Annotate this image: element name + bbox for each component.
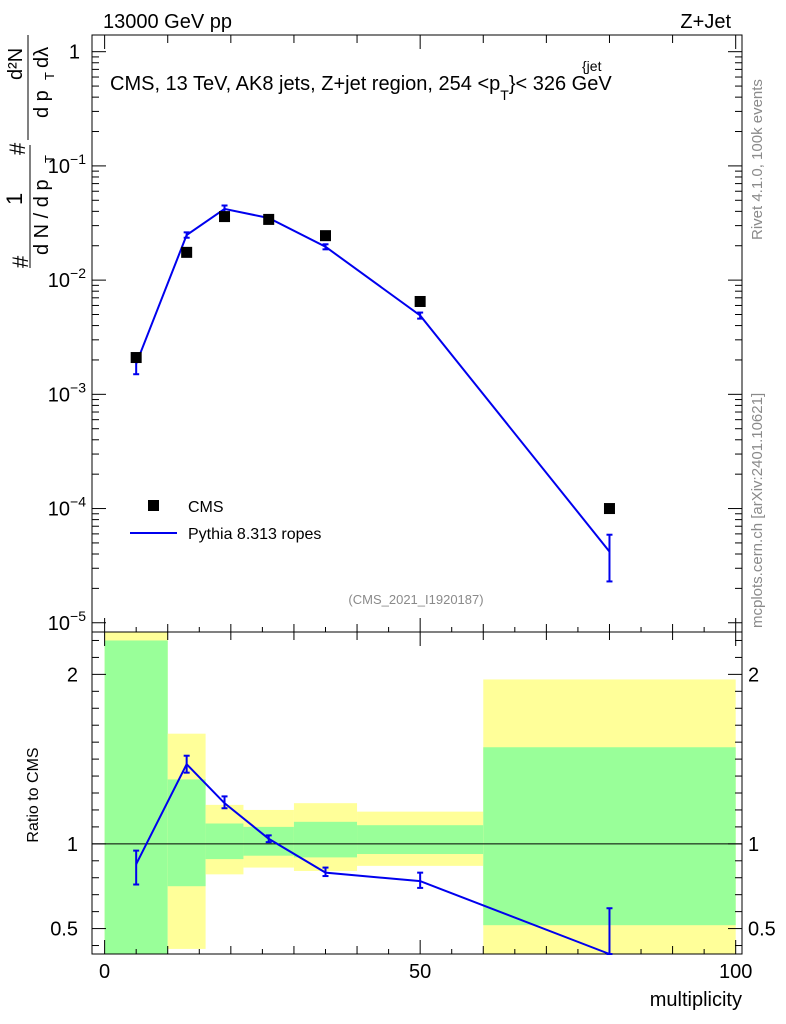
x-tick-label-1: 50 xyxy=(409,961,431,983)
x-tick-label-2: 100 xyxy=(719,961,752,983)
ratio-ticks: 0.5 0.5 1 1 2 2 xyxy=(50,639,776,947)
y-tick-label-1: 10−1 xyxy=(48,151,86,178)
x-tick-label-0: 0 xyxy=(99,961,110,983)
legend-cms-label: CMS xyxy=(188,499,224,516)
ylabel-dn: d N / d p xyxy=(31,179,53,255)
cms-data-point-6 xyxy=(603,503,615,515)
cms-data-point-3 xyxy=(263,213,275,225)
main-y-ticks: 1 10−1 10−2 10−3 10−4 10−5 xyxy=(48,42,742,635)
side-text-rivet: Rivet 4.1.0, 100k events xyxy=(749,79,766,240)
green-band-2 xyxy=(205,823,244,860)
cms-data-point-4 xyxy=(319,230,331,242)
plot-title-end: }< 326 GeV xyxy=(509,73,613,95)
side-text-mcplots: mcplots.cern.ch [arXiv:2401.10621] xyxy=(749,393,766,628)
analysis-watermark: (CMS_2021_I1920187) xyxy=(348,592,483,607)
ratio-tick-label-right-1: 1 xyxy=(748,834,759,856)
y-tick-label-3: 10−3 xyxy=(48,379,86,406)
legend-mc-label: Pythia 8.313 ropes xyxy=(188,526,321,543)
y-axis-label-main: # 1 d N / d p T # d²N d p T dλ xyxy=(2,35,57,268)
green-band-6 xyxy=(483,747,736,926)
green-band-0 xyxy=(104,640,168,954)
y-tick-label-5: 10−5 xyxy=(48,608,86,635)
ylabel-dlambda: dλ xyxy=(31,47,53,68)
y-tick-label-2: 10−2 xyxy=(48,265,86,292)
ratio-series xyxy=(133,754,613,955)
cms-data-points xyxy=(130,211,615,515)
legend-cms-marker xyxy=(148,500,159,511)
ratio-tick-label-right-2: 2 xyxy=(748,664,759,686)
cms-data-point-1 xyxy=(181,246,193,258)
ylabel-hash1: # xyxy=(8,255,33,268)
x-ticks: 0 50 100 xyxy=(99,35,752,983)
header-right: Z+Jet xyxy=(680,11,731,33)
ylabel-d2n: d²N xyxy=(5,48,27,80)
green-band-1 xyxy=(167,779,206,887)
ylabel-dpt: d p xyxy=(31,90,53,118)
ratio-tick-label-right-0: 0.5 xyxy=(748,919,776,941)
plot-title: CMS, 13 TeV, AK8 jets, Z+jet region, 254… xyxy=(110,73,612,103)
cms-data-point-5 xyxy=(414,295,426,307)
ratio-tick-label-left-0: 0.5 xyxy=(50,919,78,941)
y-tick-label-0: 1 xyxy=(69,42,80,64)
legend: CMS Pythia 8.313 ropes xyxy=(130,499,321,543)
ratio-tick-label-left-1: 1 xyxy=(67,834,78,856)
green-band-5 xyxy=(357,825,484,855)
cms-data-point-2 xyxy=(219,211,231,223)
green-band-4 xyxy=(293,821,358,858)
ratio-tick-label-left-2: 2 xyxy=(67,664,78,686)
x-axis-label: multiplicity xyxy=(650,989,742,1011)
ylabel-one: 1 xyxy=(2,193,27,205)
header-left: 13000 GeV pp xyxy=(103,11,232,33)
ylabel-sub-t2: T xyxy=(42,72,57,80)
ylabel-sub-t1: T xyxy=(42,155,57,163)
plot-title-main: CMS, 13 TeV, AK8 jets, Z+jet region, 254… xyxy=(110,73,500,95)
y-axis-label-ratio: Ratio to CMS xyxy=(25,747,42,842)
cms-data-point-0 xyxy=(130,352,142,364)
ratio-uncertainty-bands xyxy=(92,632,742,954)
y-tick-label-4: 10−4 xyxy=(48,494,86,521)
plot-title-sup: {jet xyxy=(582,58,602,74)
plot-title-sub: T xyxy=(500,87,509,103)
ylabel-hash2: # xyxy=(5,142,30,155)
